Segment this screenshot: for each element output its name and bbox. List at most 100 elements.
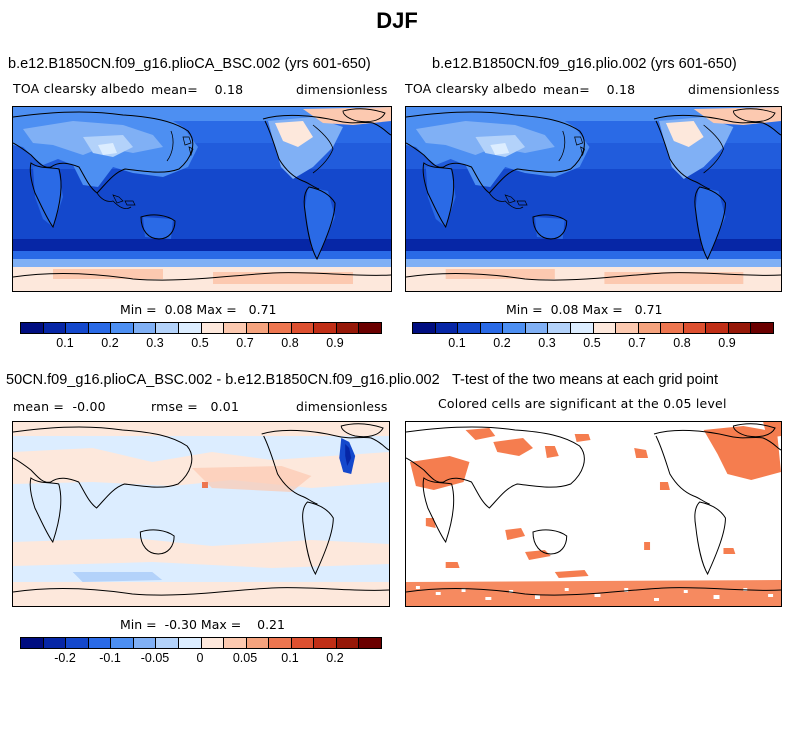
colorbar-tick-label: -0.1 bbox=[99, 651, 121, 665]
colorbar-cell bbox=[638, 323, 662, 333]
map-bottom-left bbox=[12, 421, 390, 607]
colorbar-cell bbox=[43, 638, 67, 648]
panel-title-bottom-right: T-test of the two means at each grid poi… bbox=[452, 372, 718, 388]
colorbar-cell bbox=[224, 638, 247, 648]
min-value: -0.30 bbox=[164, 617, 197, 632]
panel-subtitle-bottom-right: Colored cells are significant at the 0.0… bbox=[438, 396, 727, 411]
minmax-bottom-left: Min = -0.30 Max = 0.21 bbox=[120, 617, 285, 632]
map-top-right bbox=[405, 106, 782, 292]
colorbar-top-right bbox=[412, 322, 774, 334]
colorbar-cell bbox=[336, 638, 360, 648]
mean-top-left: mean= 0.18 bbox=[151, 82, 243, 97]
colorbar-tick-label: 0.7 bbox=[236, 336, 254, 350]
colorbar-cell bbox=[314, 323, 337, 333]
min-value: 0.08 bbox=[550, 302, 579, 317]
colorbar-tick-label: 0.05 bbox=[232, 651, 258, 665]
units-bottom-left: dimensionless bbox=[296, 399, 388, 414]
mean-bottom-left: mean = -0.00 bbox=[13, 399, 106, 414]
colorbar-cell bbox=[43, 323, 67, 333]
panel-title-top-right: b.e12.B1850CN.f09_g16.plio.002 (yrs 601-… bbox=[432, 56, 737, 72]
colorbar-cell bbox=[111, 638, 134, 648]
max-label: Max = bbox=[200, 617, 242, 632]
colorbar-tick-label: 0.1 bbox=[281, 651, 299, 665]
colorbar-cell bbox=[336, 323, 360, 333]
colorbar-cell bbox=[570, 323, 594, 333]
colorbar-cell bbox=[88, 638, 112, 648]
panel-title-top-left: b.e12.B1850CN.f09_g16.plioCA_BSC.002 (yr… bbox=[8, 56, 371, 72]
colorbar-cell bbox=[525, 323, 549, 333]
colorbar-tick-label: -0.05 bbox=[140, 651, 170, 665]
colorbar-cell bbox=[413, 323, 436, 333]
colorbar-tick-label: 0.9 bbox=[718, 336, 736, 350]
colorbar-cell bbox=[314, 638, 337, 648]
colorbar-cell bbox=[593, 323, 617, 333]
colorbar-tick-label: 0.8 bbox=[281, 336, 299, 350]
colorbar-cell bbox=[616, 323, 639, 333]
colorbar-tick-label: 0.2 bbox=[101, 336, 119, 350]
colorbar-cell bbox=[88, 323, 112, 333]
colorbar-cell bbox=[21, 638, 44, 648]
max-value: 0.71 bbox=[634, 302, 663, 317]
max-value: 0.21 bbox=[257, 617, 285, 632]
colorbar-tick-label: 0.1 bbox=[448, 336, 466, 350]
max-label: Max = bbox=[196, 302, 237, 317]
colorbar-cell bbox=[224, 323, 247, 333]
colorbar-tick-label: 0.2 bbox=[326, 651, 344, 665]
mean-label: mean= bbox=[543, 82, 590, 97]
colorbar-cell bbox=[435, 323, 459, 333]
max-label: Max = bbox=[582, 302, 623, 317]
colorbar-cell bbox=[66, 638, 89, 648]
minmax-top-right: Min = 0.08 Max = 0.71 bbox=[506, 302, 662, 317]
mean-value: 0.18 bbox=[606, 82, 636, 97]
colorbar-tick-label: 0 bbox=[196, 651, 204, 665]
colorbar-cell bbox=[751, 323, 773, 333]
colorbar-cell bbox=[269, 638, 292, 648]
panel-title-bottom-left: 50CN.f09_g16.plioCA_BSC.002 - b.e12.B185… bbox=[6, 372, 440, 388]
colorbar-tick-label: 0.3 bbox=[538, 336, 556, 350]
colorbar-cell bbox=[458, 323, 481, 333]
variable-label-top-right: TOA clearsky albedo bbox=[405, 81, 537, 96]
colorbar-top-left bbox=[20, 322, 382, 334]
colorbar-bottom-left bbox=[20, 637, 382, 649]
colorbar-cell bbox=[503, 323, 526, 333]
colorbar-tick-label: 0.8 bbox=[673, 336, 691, 350]
units-top-right: dimensionless bbox=[688, 82, 780, 97]
rmse-label: rmse = bbox=[151, 399, 198, 414]
minmax-top-left: Min = 0.08 Max = 0.71 bbox=[120, 302, 276, 317]
units-top-left: dimensionless bbox=[296, 82, 388, 97]
colorbar-tick-label: -0.2 bbox=[54, 651, 76, 665]
colorbar-cell bbox=[269, 323, 292, 333]
colorbar-cell bbox=[111, 323, 134, 333]
colorbar-tick-label: 0.1 bbox=[56, 336, 74, 350]
mean-value: -0.00 bbox=[72, 399, 106, 414]
colorbar-cell bbox=[201, 638, 225, 648]
mean-label: mean= bbox=[151, 82, 198, 97]
rmse-value: 0.01 bbox=[210, 399, 240, 414]
map-top-left bbox=[12, 106, 392, 292]
max-value: 0.71 bbox=[248, 302, 277, 317]
mean-value: 0.18 bbox=[214, 82, 244, 97]
colorbar-cell bbox=[246, 323, 270, 333]
colorbar-cell bbox=[683, 323, 707, 333]
colorbar-cell bbox=[133, 323, 157, 333]
colorbar-cell bbox=[548, 323, 571, 333]
colorbar-tick-label: 0.5 bbox=[191, 336, 209, 350]
colorbar-cell bbox=[359, 638, 381, 648]
colorbar-cell bbox=[156, 323, 179, 333]
colorbar-cell bbox=[291, 323, 315, 333]
colorbar-cell bbox=[291, 638, 315, 648]
figure-title: DJF bbox=[376, 8, 418, 33]
colorbar-cell bbox=[21, 323, 44, 333]
colorbar-tick-label: 0.7 bbox=[628, 336, 646, 350]
variable-label-top-left: TOA clearsky albedo bbox=[13, 81, 145, 96]
colorbar-cell bbox=[178, 323, 202, 333]
colorbar-tick-label: 0.9 bbox=[326, 336, 344, 350]
colorbar-cell bbox=[178, 638, 202, 648]
colorbar-cell bbox=[728, 323, 752, 333]
min-label: Min = bbox=[506, 302, 543, 317]
colorbar-tick-label: 0.3 bbox=[146, 336, 164, 350]
colorbar-cell bbox=[359, 323, 381, 333]
colorbar-cell bbox=[133, 638, 157, 648]
rmse-bottom-left: rmse = 0.01 bbox=[151, 399, 239, 414]
min-label: Min = bbox=[120, 302, 157, 317]
